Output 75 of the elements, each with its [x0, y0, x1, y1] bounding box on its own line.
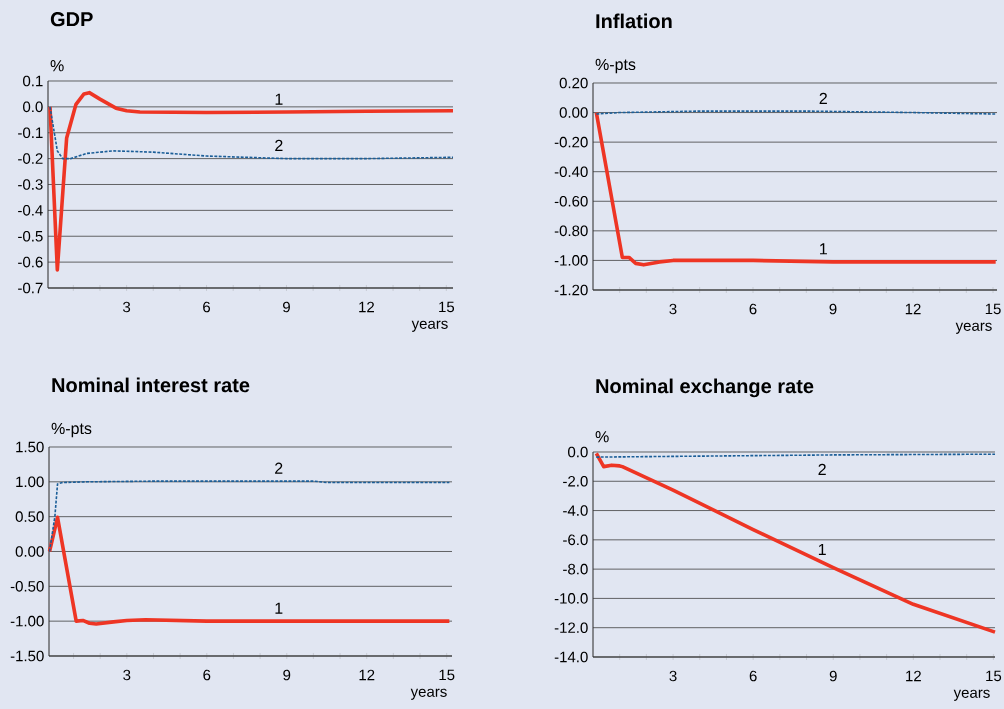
x-tick-label: 15: [439, 301, 455, 313]
y-axis-title: %: [595, 431, 609, 443]
y-tick-label: -1.00: [554, 255, 588, 266]
y-axis-title: %: [50, 60, 64, 72]
x-axis-title: years: [410, 688, 447, 700]
x-tick-label: 15: [439, 669, 455, 681]
x-tick-label: 9: [283, 669, 291, 681]
y-tick-label: -12.0: [554, 622, 588, 634]
y-tick-label: 0.1: [23, 75, 43, 87]
x-tick-label: 15: [986, 670, 1002, 682]
series-label: 1: [818, 544, 826, 556]
y-tick-label: -0.5: [18, 230, 43, 242]
y-tick-label: -0.40: [554, 166, 588, 178]
y-axis-title: %-pts: [51, 422, 92, 438]
y-tick-label: 0.20: [559, 77, 588, 89]
y-tick-label: -0.20: [554, 136, 588, 148]
chart-title: Nominal interest rate: [52, 377, 250, 393]
y-tick-label: -8.0: [563, 563, 588, 575]
series-label: 2: [818, 463, 826, 475]
x-tick-label: 9: [283, 301, 290, 313]
line-series: [48, 90, 455, 272]
y-tick-label: 0.50: [15, 511, 44, 522]
y-tick-label: 0.00: [15, 546, 44, 557]
y-tick-label: -1.00: [10, 615, 44, 627]
x-tick-label: 3: [123, 301, 131, 313]
series-label: 1: [275, 602, 283, 614]
x-tick-label: 6: [749, 670, 757, 682]
y-tick-label: 1.50: [16, 441, 44, 453]
y-tick-label: -4.0: [563, 505, 588, 516]
x-axis-title: years: [411, 320, 448, 332]
y-tick-label: 1.00: [16, 476, 44, 488]
y-tick-label: -0.4: [18, 205, 43, 216]
chart-title: GDP: [50, 12, 93, 27]
x-tick-label: 12: [359, 669, 375, 681]
y-tick-label: -2.0: [563, 475, 588, 487]
y-tick-label: -0.3: [18, 179, 43, 190]
x-tick-label: 12: [359, 301, 374, 313]
x-tick-label: 3: [669, 303, 677, 315]
x-axis-title: years: [953, 689, 990, 701]
chart-title: Nominal exchange rate: [596, 378, 814, 398]
y-axis-title: %-pts: [595, 58, 636, 74]
x-axis-title: years: [955, 322, 992, 334]
series-label: 2: [275, 139, 283, 151]
line-series: [49, 106, 454, 160]
x-tick-label: 9: [829, 670, 837, 682]
y-tick-label: -1.20: [554, 284, 588, 296]
y-tick-label: -0.6: [18, 256, 43, 268]
y-tick-label: -0.1: [18, 127, 43, 139]
x-tick-label: 6: [749, 303, 757, 315]
x-tick-label: 12: [906, 670, 921, 682]
x-tick-label: 3: [669, 670, 677, 682]
y-tick-label: 0.00: [559, 107, 588, 118]
x-tick-label: 15: [985, 303, 1001, 315]
x-tick-label: 12: [905, 303, 921, 315]
y-tick-label: -0.80: [554, 225, 588, 237]
y-tick-label: -0.50: [10, 581, 44, 592]
x-tick-label: 6: [203, 669, 211, 681]
x-tick-label: 6: [203, 301, 211, 313]
y-tick-label: -0.7: [18, 282, 43, 294]
y-tick-label: -1.50: [10, 650, 44, 662]
y-tick-label: -0.2: [18, 153, 43, 164]
series-label: 1: [275, 93, 283, 105]
line-series: [594, 451, 997, 634]
x-tick-label: 9: [829, 303, 837, 315]
series-label: 2: [819, 92, 827, 104]
y-tick-label: 0.0: [568, 446, 588, 458]
y-tick-label: -0.60: [554, 195, 588, 207]
chart-title: Inflation: [596, 13, 672, 29]
series-label: 2: [275, 462, 283, 474]
y-tick-label: -6.0: [563, 534, 588, 546]
y-tick-label: -10.0: [554, 593, 588, 604]
y-tick-label: 0.0: [23, 101, 43, 113]
x-tick-label: 3: [123, 669, 131, 681]
series-label: 1: [820, 243, 827, 255]
y-tick-label: -14.0: [554, 651, 588, 663]
